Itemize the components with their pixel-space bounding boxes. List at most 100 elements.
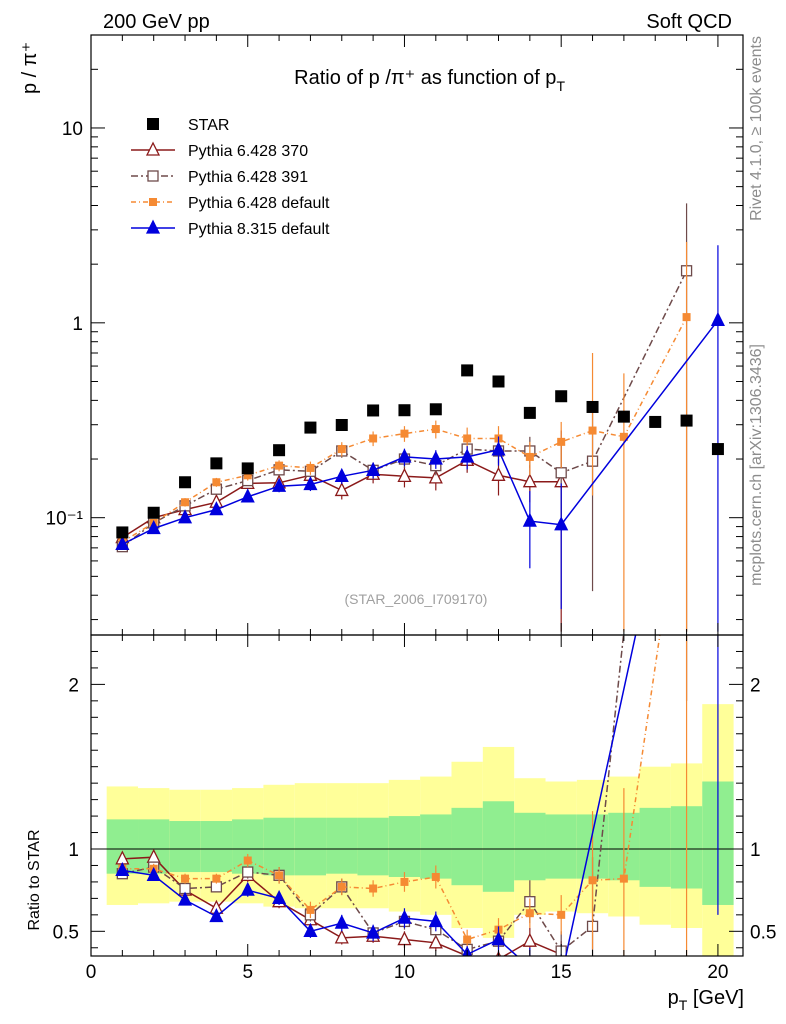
ratio-tick-label-right: 0.5 xyxy=(750,922,776,943)
ratio-point xyxy=(334,914,349,929)
star-point xyxy=(273,444,286,457)
x-tick-label: 10 xyxy=(394,962,415,983)
ratio-point xyxy=(557,910,566,919)
ratio-point xyxy=(428,912,443,928)
series-0 xyxy=(115,430,569,632)
ratio-point xyxy=(525,909,534,918)
data-point xyxy=(522,512,537,527)
data-point xyxy=(275,461,284,470)
data-point xyxy=(554,516,569,531)
ratio-point xyxy=(243,856,252,865)
ratio-tick-label-left: 1 xyxy=(68,840,79,861)
y-tick-label: 10⁻¹ xyxy=(46,509,84,530)
star-data-points xyxy=(116,364,724,539)
legend-label: Pythia 6.428 default xyxy=(188,195,330,212)
legend-marker xyxy=(147,118,159,130)
ratio-tick-label-right: 2 xyxy=(750,675,761,696)
star-point xyxy=(586,400,599,413)
band-inner xyxy=(326,817,358,874)
data-point xyxy=(334,467,349,482)
data-point xyxy=(209,501,224,516)
ratio-tick-label-left: 0.5 xyxy=(53,922,79,943)
data-point xyxy=(522,473,537,488)
ratio-point xyxy=(431,872,440,881)
header-right: Soft QCD xyxy=(646,11,732,33)
x-tick-label: 0 xyxy=(86,962,97,983)
data-point xyxy=(710,311,725,326)
star-point xyxy=(335,418,348,431)
ratio-frame xyxy=(90,634,744,957)
star-point xyxy=(210,457,223,470)
data-point xyxy=(682,313,691,322)
data-point xyxy=(588,426,597,435)
data-point xyxy=(428,450,443,465)
ratio-point xyxy=(242,866,254,878)
x-axis-label-subscript: T xyxy=(679,997,688,1013)
ratio-point xyxy=(115,861,130,877)
star-point xyxy=(523,406,536,419)
x-axis-label-main: p xyxy=(668,987,679,1009)
star-point xyxy=(711,443,724,456)
ratio-uncertainty-bands xyxy=(106,704,734,956)
data-point xyxy=(243,471,252,480)
data-point xyxy=(212,478,221,487)
data-point xyxy=(491,466,506,481)
ratio-point xyxy=(463,935,472,944)
series-1 xyxy=(116,203,693,632)
band-inner xyxy=(294,817,327,876)
x-axis-label-unit: [GeV] xyxy=(687,987,744,1009)
legend-label: STAR xyxy=(188,117,229,134)
ratio-point xyxy=(303,922,318,937)
data-point xyxy=(369,434,378,443)
data-point xyxy=(240,488,255,503)
band-inner xyxy=(482,801,515,892)
analysis-id: (STAR_2006_I709170) xyxy=(345,591,488,607)
data-point xyxy=(177,509,193,524)
band-inner xyxy=(451,807,483,886)
star-point xyxy=(429,403,442,416)
data-point xyxy=(146,520,161,535)
x-tick-label: 15 xyxy=(551,962,572,983)
band-inner xyxy=(514,812,546,881)
legend-marker xyxy=(147,170,159,182)
chart-title-subscript: T xyxy=(556,78,565,94)
y-tick-label: 10 xyxy=(62,119,83,140)
band-inner xyxy=(545,814,577,879)
ratio-point xyxy=(369,884,378,893)
star-point xyxy=(304,421,317,434)
ratio-series-3 xyxy=(115,635,719,956)
star-point xyxy=(398,404,411,417)
data-point xyxy=(428,469,443,484)
side-label-rivet: Rivet 4.1.0, ≥ 100k events xyxy=(748,36,765,221)
x-tick-label: 20 xyxy=(707,962,728,983)
ratio-point xyxy=(181,874,190,883)
x-axis-label: pT [GeV] xyxy=(668,987,744,1013)
band-inner xyxy=(169,821,201,873)
legend-marker xyxy=(145,219,161,234)
data-point xyxy=(491,441,506,456)
data-point xyxy=(397,467,412,482)
band-inner xyxy=(388,816,421,877)
band-inner xyxy=(263,817,295,876)
ratio-line xyxy=(122,635,661,941)
plot-frames xyxy=(90,34,744,957)
data-point xyxy=(272,477,287,492)
data-point xyxy=(181,498,190,507)
axis-ticks: 0 5 10 15 20 10⁻¹ 1 10 0.5 0.5 1 1 2 2 xyxy=(46,34,776,983)
band-inner xyxy=(357,817,389,876)
data-point xyxy=(431,425,440,434)
ratio-point xyxy=(177,891,193,906)
main-series xyxy=(115,203,725,632)
data-point xyxy=(306,463,315,472)
ratio-point xyxy=(428,934,443,949)
data-point xyxy=(366,461,381,476)
data-point xyxy=(334,481,349,497)
star-point xyxy=(649,415,662,428)
band-inner xyxy=(639,807,671,887)
ratio-point xyxy=(588,876,597,885)
data-point xyxy=(525,452,534,461)
ratio-point xyxy=(366,924,381,939)
header-left: 200 GeV pp xyxy=(103,11,210,33)
data-point xyxy=(619,432,628,441)
